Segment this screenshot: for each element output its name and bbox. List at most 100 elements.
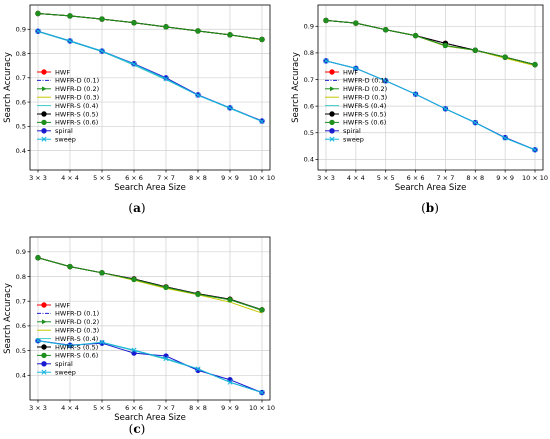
x-tick-label: 3 × 3 (317, 174, 335, 182)
legend-entry-label: HWFR-D (0.3) (55, 327, 99, 335)
chart-panel-c: 3 × 3 4 × 4 5 × 5 6 × 6 7 × 7 8 × 8 9 × 9 10 × … (3, 236, 275, 436)
data-point (227, 105, 233, 111)
data-point (259, 307, 265, 313)
legend-entry-label: sweep (55, 136, 76, 144)
legend-marker (41, 69, 47, 75)
y-tick-label: 0.5 (16, 123, 26, 131)
x-tick-label: 10 × 10 (249, 174, 275, 182)
x-tick-label: 7 × 7 (157, 404, 175, 412)
data-point (227, 32, 233, 38)
x-tick-label: 6 × 6 (407, 174, 425, 182)
series-hwfr-s-0-6- (35, 10, 265, 43)
y-tick-label: 0.7 (16, 298, 26, 306)
y-tick-label: 0.8 (16, 50, 26, 58)
legend-entry-label: HWFR-D (0.2) (55, 85, 99, 93)
legend-marker (329, 128, 335, 134)
data-point (67, 13, 73, 19)
data-point (259, 390, 265, 396)
y-axis-label: Search Accuracy (3, 52, 13, 123)
x-tick-label: 5 × 5 (93, 404, 111, 412)
legend-entry-label: HWFR-S (0.4) (343, 102, 386, 110)
legend-marker (41, 369, 47, 375)
legend-entry-label: HWFR-S (0.6) (343, 119, 386, 127)
x-tick-label: 9 × 9 (496, 174, 514, 182)
y-tick-label: 0.4 (16, 372, 26, 380)
legend-marker (329, 136, 335, 142)
x-tick-label: 10 × 10 (249, 404, 275, 412)
data-point (353, 65, 359, 71)
data-point (131, 350, 137, 356)
data-point (502, 54, 508, 60)
series-hwfr-s-0-6- (35, 255, 265, 313)
y-tick-label: 0.8 (16, 273, 26, 281)
x-tick-label: 6 × 6 (125, 404, 143, 412)
x-tick-label: 4 × 4 (61, 404, 79, 412)
data-point (99, 48, 105, 54)
x-tick-label: 5 × 5 (377, 174, 395, 182)
data-point (442, 42, 449, 49)
legend-entry-label: HWFR-D (0.2) (55, 318, 99, 326)
legend-entry-label: HWFR-S (0.4) (55, 335, 98, 343)
x-tick-label: 7 × 7 (436, 174, 454, 182)
data-point (383, 78, 389, 84)
x-tick-label: 4 × 4 (61, 174, 79, 182)
legend-entry-label: sweep (55, 369, 76, 377)
legend-marker (41, 302, 47, 308)
data-point (99, 339, 105, 345)
legend-marker (329, 119, 335, 126)
data-point (227, 379, 233, 385)
chart-panel-b: 3 × 3 4 × 4 5 × 5 6 × 6 7 × 7 8 × 8 9 × 9 10 × … (291, 4, 548, 215)
legend-marker (329, 111, 335, 117)
series-line (325, 19, 536, 66)
x-tick-label: 8 × 8 (189, 174, 207, 182)
legend-marker (330, 86, 335, 92)
series-line (37, 30, 263, 122)
legend-entry-label: HWFR-S (0.5) (343, 110, 386, 118)
data-point (323, 58, 329, 64)
plot-area-frame (29, 4, 271, 171)
legend-entry-label: HWFR-D (0.2) (343, 85, 387, 93)
legend-entry-label: HWF (55, 68, 70, 76)
series-sweep (35, 338, 265, 396)
y-axis-label: Search Accuracy (3, 283, 13, 354)
x-axis-label: Search Area Size (114, 183, 186, 193)
data-point (35, 10, 41, 17)
legend-entry-label: HWFR-S (0.5) (55, 343, 98, 351)
data-point (195, 366, 201, 372)
data-point (323, 17, 329, 24)
data-point (259, 118, 265, 125)
x-tick-label: 9 × 9 (221, 404, 239, 412)
legend-marker (41, 361, 47, 367)
series-sweep (323, 58, 538, 153)
data-point (259, 36, 265, 43)
legend-marker (41, 352, 47, 359)
x-tick-label: 6 × 6 (125, 174, 143, 182)
data-point (131, 20, 137, 26)
y-tick-label: 0.9 (16, 248, 26, 256)
data-point (227, 297, 233, 303)
data-point (35, 28, 41, 34)
data-point (99, 270, 105, 276)
data-point (35, 255, 41, 261)
panel-caption: (c) (129, 422, 146, 436)
data-point (195, 28, 201, 34)
data-point (383, 27, 389, 33)
x-tick-label: 3 × 3 (29, 174, 47, 182)
data-point (163, 76, 169, 82)
series-line (37, 340, 263, 394)
data-point (412, 32, 419, 39)
data-point (67, 343, 73, 349)
x-axis-label: Search Area Size (114, 413, 186, 423)
series-hwfr-s-0-6- (323, 17, 538, 68)
legend-marker (41, 344, 47, 350)
y-tick-label: 0.5 (304, 129, 314, 137)
legend-entry-label: HWFR-D (0.1) (55, 77, 99, 85)
data-point (67, 38, 73, 44)
y-tick-label: 0.7 (304, 76, 314, 84)
x-axis-label: Search Area Size (395, 183, 467, 193)
data-point (353, 20, 359, 26)
legend-marker (329, 69, 335, 75)
legend-entry-label: spiral (343, 127, 361, 135)
